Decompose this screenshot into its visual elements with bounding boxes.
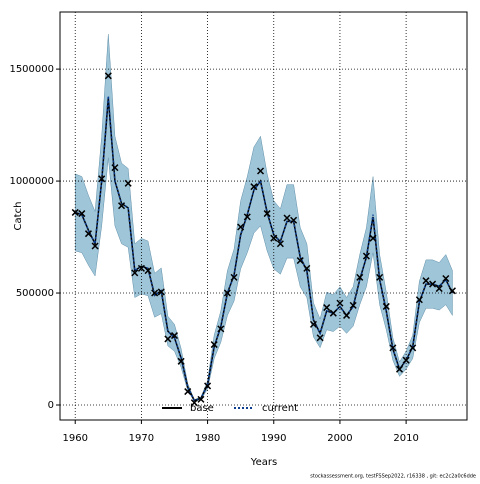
observed-marker (243, 213, 251, 221)
observed-marker (435, 285, 443, 293)
x-axis-label: Years (250, 457, 277, 468)
observed-marker (104, 72, 112, 80)
observed-marker (157, 288, 165, 296)
x-tick-label: 2000 (327, 433, 352, 444)
observed-marker (323, 304, 331, 312)
observed-marker (124, 179, 132, 187)
legend-label: base (190, 403, 214, 414)
observed-marker (422, 277, 430, 285)
observed-marker (237, 223, 245, 231)
legend-label: current (262, 403, 298, 414)
observed-marker (263, 210, 271, 218)
observed-marker (71, 208, 79, 216)
y-tick-label: 1500000 (9, 64, 54, 75)
observed-marker (369, 234, 377, 242)
observed-marker (111, 164, 119, 172)
observed-marker (356, 273, 364, 281)
observed-marker (84, 230, 92, 238)
observed-marker (448, 287, 456, 295)
series-line (74, 95, 454, 402)
observed-marker (336, 299, 344, 307)
observed-marker (78, 210, 86, 218)
observed-marker (415, 296, 423, 304)
observed-marker (362, 252, 370, 260)
observed-marker (170, 332, 179, 340)
observed-marker (349, 301, 357, 309)
x-tick-label: 1990 (261, 433, 286, 444)
observed-marker (389, 344, 397, 352)
observed-marker (402, 356, 410, 364)
observed-marker (276, 240, 284, 248)
observed-marker (429, 280, 437, 288)
observed-marker (296, 257, 304, 265)
observed-marker (270, 234, 278, 242)
x-tick-label: 1970 (129, 433, 154, 444)
y-tick-label: 500000 (16, 288, 54, 299)
observed-marker (190, 399, 198, 407)
observed-marker (442, 274, 450, 283)
observed-marker (144, 267, 152, 275)
observed-marker (151, 289, 159, 297)
observed-marker (137, 264, 145, 272)
y-axis-label: Catch (13, 202, 24, 231)
observed-marker (118, 202, 126, 210)
plot-frame (59, 11, 468, 421)
observed-marker (98, 175, 106, 183)
x-tick-label: 2010 (393, 433, 418, 444)
observed-marker (91, 242, 99, 250)
observed-marker (197, 395, 205, 403)
observed-marker (250, 183, 258, 191)
observed-marker (223, 289, 231, 297)
observed-marker (395, 365, 404, 373)
observed-marker (343, 311, 351, 319)
footer: stockassessment.org, testFSSep2022, r163… (310, 474, 476, 480)
x-tick-label: 1980 (195, 433, 220, 444)
observed-marker (376, 273, 384, 281)
y-tick-label: 0 (48, 400, 54, 411)
observed-marker (303, 264, 311, 272)
observed-marker (210, 341, 218, 349)
observed-marker (283, 214, 291, 222)
observed-marker (184, 388, 192, 396)
observed-marker (256, 167, 265, 175)
observed-marker (164, 335, 172, 343)
observed-marker (382, 302, 390, 310)
observed-marker (409, 344, 417, 352)
observed-marker (290, 216, 298, 224)
observed-marker (204, 382, 212, 390)
observed-marker (217, 325, 225, 333)
x-tick-label: 1960 (62, 433, 87, 444)
observed-marker (131, 269, 139, 277)
observed-marker (309, 320, 317, 328)
observed-marker (230, 273, 238, 281)
observed-marker (316, 334, 324, 342)
confidence-band (74, 34, 453, 402)
y-tick-label: 1000000 (9, 176, 54, 187)
observed-marker (177, 357, 185, 365)
observed-marker (329, 309, 337, 317)
